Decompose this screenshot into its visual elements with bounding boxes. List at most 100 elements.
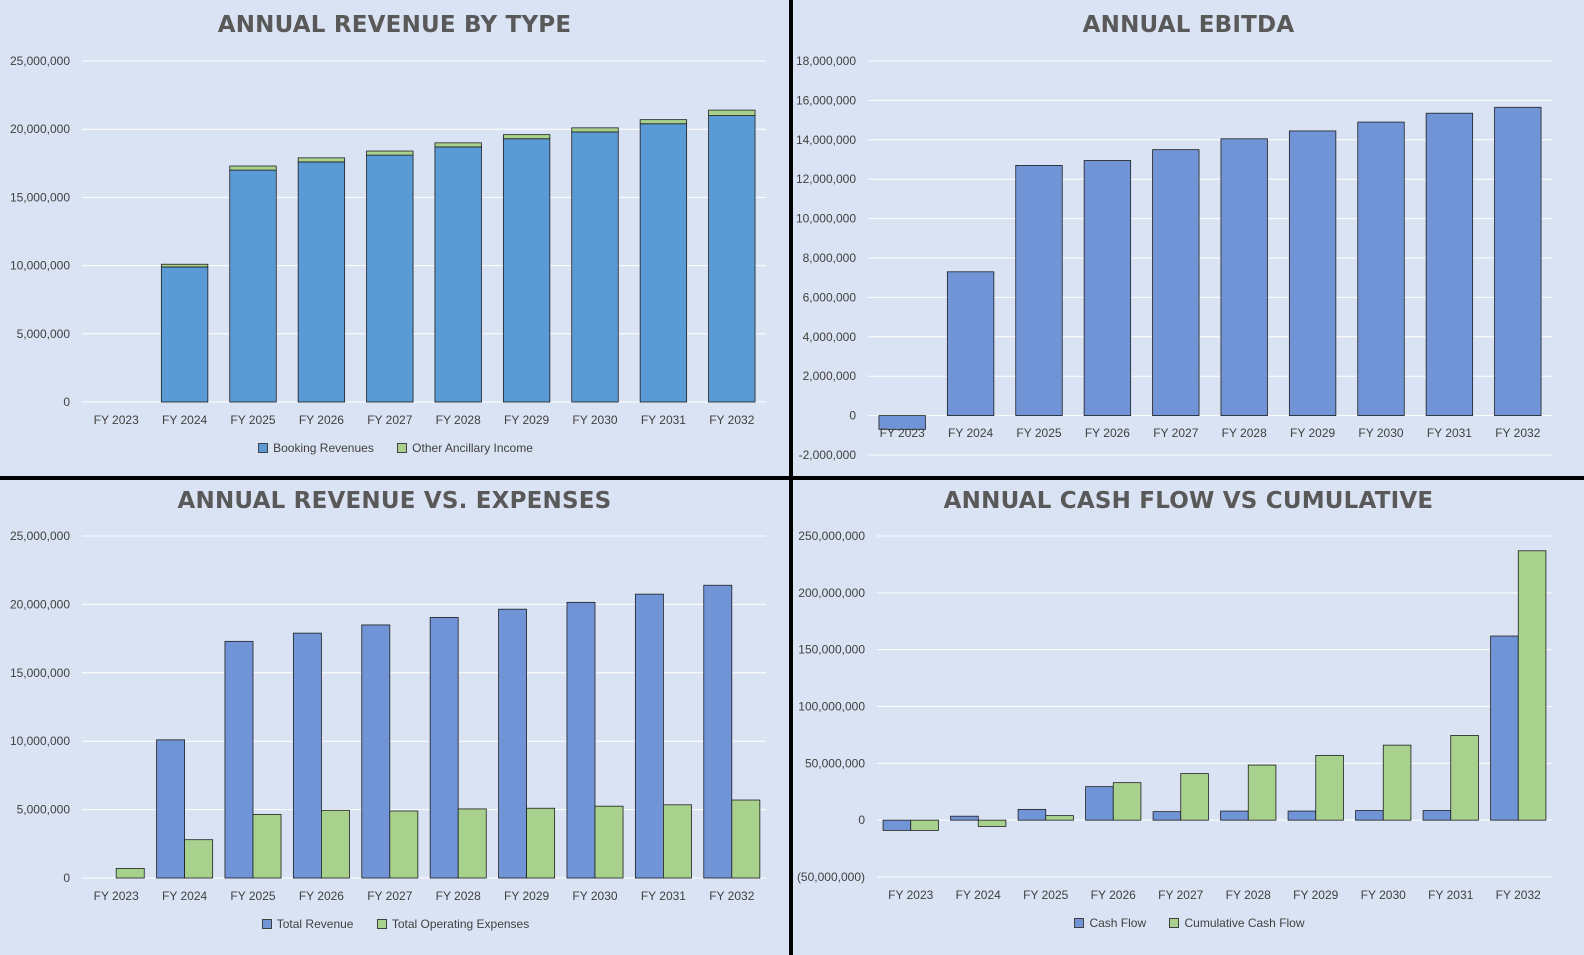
legend-label: Booking Revenues [273,441,374,455]
x-tick-label: FY 2026 [299,413,344,427]
bar [502,138,551,403]
y-tick-label: 0 [63,871,70,885]
chart-legend: Booking Revenues Other Ancillary Income [0,441,789,455]
y-tick-label: -2,000,000 [799,448,857,462]
x-tick-label: FY 2028 [1222,426,1267,440]
y-tick-label: 25,000,000 [10,54,70,68]
bar [1422,810,1452,821]
x-tick-label: FY 2026 [1091,888,1136,902]
bar [1247,764,1277,821]
chart-legend: Cash Flow Cumulative Cash Flow [793,916,1584,930]
x-tick-label: FY 2029 [1290,426,1335,440]
bar [115,868,145,879]
bar [1085,786,1114,821]
bar [229,169,277,403]
x-tick-label: FY 2029 [1293,888,1338,902]
bar [292,632,322,879]
x-tick-label: FY 2028 [436,413,481,427]
x-tick-label: FY 2030 [1358,426,1403,440]
chart-plot: 0 5,000,000 10,000,000 15,000,000 20,000,000… [10,54,766,427]
bar [1083,160,1132,417]
y-tick-label: 0 [858,813,865,827]
y-tick-label: 25,000,000 [10,529,70,543]
bar [639,119,688,125]
bar [1357,121,1405,416]
bar [366,154,414,403]
bar [566,601,596,879]
chart-plot: 0 5,000,000 10,000,000 15,000,000 20,000,000… [10,529,766,903]
bar [1450,735,1479,821]
x-tick-label: FY 2029 [504,413,549,427]
bar [366,150,414,156]
bar [156,739,186,879]
legend-item: Booking Revenues [258,441,374,455]
bar [594,805,624,879]
bar [708,115,756,403]
y-tick-label: 10,000,000 [10,734,70,748]
bar [434,142,482,148]
x-tick-label: FY 2031 [641,413,686,427]
x-tick-label: FY 2032 [1495,426,1540,440]
bar [361,624,391,879]
y-tick-label: 0 [63,395,70,409]
bar [571,127,619,133]
x-tick-label: FY 2030 [1361,888,1406,902]
y-tick-label: 15,000,000 [10,666,70,680]
x-tick-label: FY 2031 [1428,888,1473,902]
x-tick-label: FY 2031 [641,889,686,903]
legend-label: Total Revenue [276,917,354,931]
y-tick-label: 2,000,000 [803,369,857,383]
y-tick-label: 50,000,000 [805,756,865,770]
x-tick-label: FY 2026 [299,889,344,903]
y-tick-label: 10,000,000 [796,212,856,226]
bar [1015,165,1063,417]
legend-swatch [1074,918,1085,928]
y-tick-label: 20,000,000 [10,597,70,611]
x-tick-label: FY 2028 [436,889,481,903]
x-tick-label: FY 2028 [1226,888,1271,902]
bar [224,640,254,879]
bar [1220,810,1249,821]
y-tick-label: 18,000,000 [796,54,856,68]
y-tick-label: 8,000,000 [803,251,857,265]
bar [663,804,692,879]
y-tick-label: 100,000,000 [798,700,865,714]
chart-plot: (50,000,000) 0 50,000,000 100,000,000 150,00… [797,529,1552,902]
x-tick-label: FY 2031 [1427,426,1472,440]
x-tick-label: FY 2030 [572,889,617,903]
bar [1517,550,1547,821]
bar [910,819,939,831]
y-tick-label: 12,000,000 [796,172,856,186]
chart-panel-revenue-by-type: ANNUAL REVENUE BY TYPE 0 5,000,000 10,000,… [0,0,789,476]
chart-panel-cash-flow: ANNUAL CASH FLOW VS CUMULATIVE (50,000,0… [793,480,1584,955]
chart-plot: -2,000,000 0 2,000,000 4,000,000 6,000,000 8,… [796,54,1552,462]
bar [1382,744,1412,821]
x-tick-label: FY 2027 [367,889,412,903]
x-tick-label: FY 2024 [162,413,207,427]
bar [184,839,214,879]
bar [708,109,756,116]
bar [389,810,419,879]
bar [1288,130,1337,417]
x-tick-label: FY 2023 [880,426,925,440]
legend-item: Cumulative Cash Flow [1169,916,1305,930]
chart-title: ANNUAL EBITDA [1082,12,1295,38]
x-tick-label: FY 2025 [1023,888,1068,902]
bar [1494,106,1542,416]
bar [946,271,995,417]
legend-label: Total Operating Expenses [391,917,530,931]
bar [526,807,556,879]
bar [1152,811,1182,821]
chart-legend: Total Revenue Total Operating Expenses [0,917,789,931]
x-tick-label: FY 2032 [1496,888,1541,902]
y-tick-label: 5,000,000 [17,327,71,341]
y-tick-label: (50,000,000) [797,870,865,884]
y-tick-label: 15,000,000 [10,190,70,204]
legend-swatch [258,443,269,453]
chart-title: ANNUAL REVENUE VS. EXPENSES [177,488,612,514]
bar [1315,754,1344,821]
bar [571,131,619,403]
legend-label: Cumulative Cash Flow [1184,916,1305,930]
bar [878,415,926,430]
bar [731,799,761,879]
